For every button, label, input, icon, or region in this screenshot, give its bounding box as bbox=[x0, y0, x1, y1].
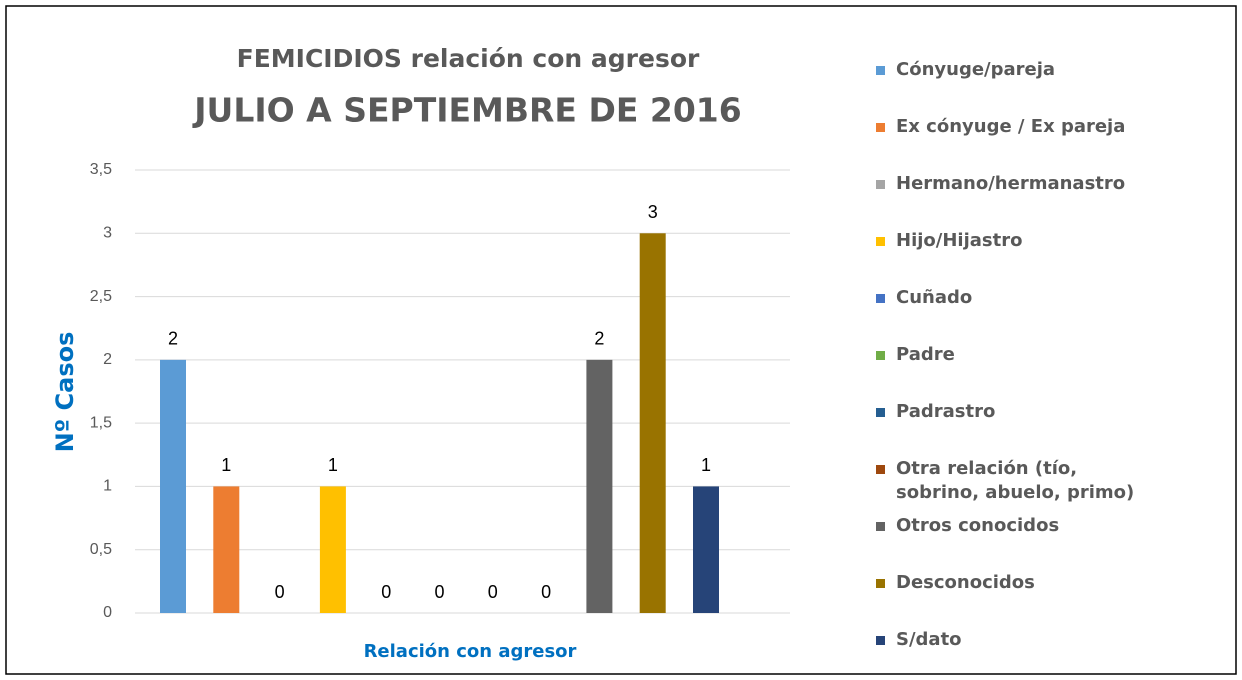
chart-title: FEMICIDIOS relación con agresor bbox=[237, 44, 700, 73]
legend-label: Otros conocidos bbox=[896, 515, 1060, 536]
legend-item: Cuñado bbox=[876, 286, 1166, 310]
y-tick-label: 3,5 bbox=[90, 161, 112, 178]
legend-label: Padre bbox=[896, 344, 955, 365]
data-label: 1 bbox=[328, 455, 338, 475]
y-tick-label: 0 bbox=[103, 604, 112, 621]
y-tick-label: 1,5 bbox=[90, 414, 112, 431]
legend-swatch bbox=[876, 123, 885, 132]
data-label: 2 bbox=[594, 329, 604, 349]
y-tick-label: 1 bbox=[103, 478, 112, 495]
data-label: 1 bbox=[701, 455, 711, 475]
y-tick-label: 3 bbox=[103, 225, 112, 242]
legend-swatch bbox=[876, 522, 885, 531]
bar bbox=[213, 486, 240, 613]
y-tick-label: 2,5 bbox=[90, 288, 112, 305]
legend-label: Cuñado bbox=[896, 287, 973, 308]
bar bbox=[319, 486, 346, 613]
legend-swatch bbox=[876, 465, 885, 474]
bar bbox=[160, 359, 186, 613]
data-label: 2 bbox=[168, 329, 178, 349]
legend-item: Ex cónyuge / Ex pareja bbox=[876, 115, 1166, 139]
data-label: 0 bbox=[275, 582, 285, 602]
legend-swatch bbox=[876, 351, 885, 360]
legend-label: Ex cónyuge / Ex pareja bbox=[896, 116, 1126, 137]
legend-swatch bbox=[876, 180, 885, 189]
legend-swatch bbox=[876, 408, 885, 417]
y-tick-label: 2 bbox=[103, 351, 112, 368]
legend-item: Padrastro bbox=[876, 400, 1166, 424]
legend-item: Padre bbox=[876, 343, 1166, 367]
data-label: 3 bbox=[648, 202, 658, 222]
y-axis-label: Nº Casos bbox=[51, 332, 79, 453]
legend-label: Desconocidos bbox=[896, 572, 1035, 593]
legend-label: Padrastro bbox=[896, 401, 996, 422]
legend-label: Otra relación (tío, sobrino, abuelo, pri… bbox=[896, 458, 1135, 503]
legend-label: Hijo/Hijastro bbox=[896, 230, 1023, 251]
data-label: 0 bbox=[488, 582, 498, 602]
legend-label: Hermano/hermanastro bbox=[896, 173, 1126, 194]
legend-item: Hijo/Hijastro bbox=[876, 229, 1166, 253]
legend-item: S/dato bbox=[876, 628, 1166, 652]
bar bbox=[693, 486, 719, 613]
y-tick-label: 0,5 bbox=[90, 541, 112, 558]
legend-item: Cónyuge/pareja bbox=[876, 58, 1166, 82]
data-label: 1 bbox=[221, 455, 231, 475]
legend-swatch bbox=[876, 237, 885, 246]
legend-label: S/dato bbox=[896, 629, 962, 650]
x-axis-label: Relación con agresor bbox=[364, 641, 577, 662]
legend-swatch bbox=[876, 579, 885, 588]
bar bbox=[639, 233, 666, 614]
data-label: 0 bbox=[381, 582, 391, 602]
legend-item: Hermano/hermanastro bbox=[876, 172, 1166, 196]
legend-item: Otra relación (tío, sobrino, abuelo, pri… bbox=[876, 457, 1166, 505]
legend-label: Cónyuge/pareja bbox=[896, 59, 1056, 80]
legend-item: Desconocidos bbox=[876, 571, 1166, 595]
data-label: 0 bbox=[434, 582, 444, 602]
data-label: 0 bbox=[541, 582, 551, 602]
legend-swatch bbox=[876, 294, 885, 303]
legend-item: Otros conocidos bbox=[876, 514, 1166, 538]
legend-swatch bbox=[876, 636, 885, 645]
chart-border bbox=[5, 5, 1237, 675]
bar bbox=[586, 359, 613, 613]
legend-swatch bbox=[876, 66, 885, 75]
chart-subtitle: JULIO A SEPTIEMBRE DE 2016 bbox=[192, 91, 741, 130]
